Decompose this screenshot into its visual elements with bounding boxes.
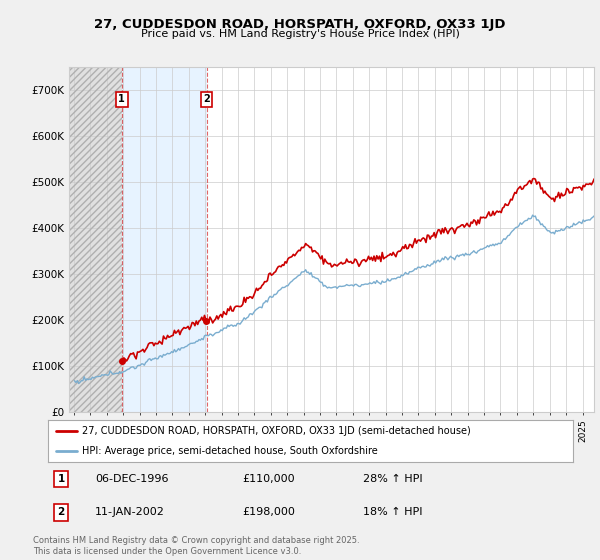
Text: 27, CUDDESDON ROAD, HORSPATH, OXFORD, OX33 1JD: 27, CUDDESDON ROAD, HORSPATH, OXFORD, OX… xyxy=(94,18,506,31)
Text: £198,000: £198,000 xyxy=(242,507,295,517)
Text: 28% ↑ HPI: 28% ↑ HPI xyxy=(363,474,422,484)
Text: 06-DEC-1996: 06-DEC-1996 xyxy=(95,474,169,484)
Text: 18% ↑ HPI: 18% ↑ HPI xyxy=(363,507,422,517)
Text: Contains HM Land Registry data © Crown copyright and database right 2025.
This d: Contains HM Land Registry data © Crown c… xyxy=(33,536,359,556)
Bar xyxy=(69,67,122,412)
Bar xyxy=(69,67,122,412)
Text: Price paid vs. HM Land Registry's House Price Index (HPI): Price paid vs. HM Land Registry's House … xyxy=(140,29,460,39)
Text: 2: 2 xyxy=(58,507,65,517)
Text: HPI: Average price, semi-detached house, South Oxfordshire: HPI: Average price, semi-detached house,… xyxy=(82,446,378,456)
Text: £110,000: £110,000 xyxy=(242,474,295,484)
Bar xyxy=(122,67,206,412)
Text: 1: 1 xyxy=(118,94,125,104)
Text: 1: 1 xyxy=(58,474,65,484)
Text: 2: 2 xyxy=(203,94,210,104)
Text: 27, CUDDESDON ROAD, HORSPATH, OXFORD, OX33 1JD (semi-detached house): 27, CUDDESDON ROAD, HORSPATH, OXFORD, OX… xyxy=(82,426,471,436)
Text: 11-JAN-2002: 11-JAN-2002 xyxy=(95,507,165,517)
